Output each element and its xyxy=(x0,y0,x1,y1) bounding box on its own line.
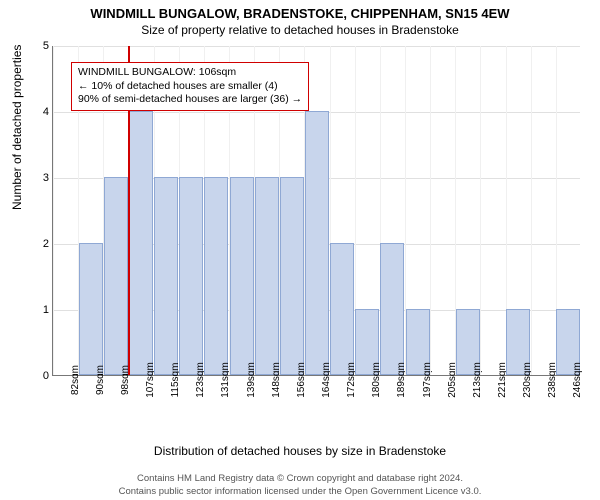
histogram-bar xyxy=(380,243,404,375)
footer-line-2: Contains public sector information licen… xyxy=(0,486,600,498)
page-subtitle: Size of property relative to detached ho… xyxy=(0,23,600,37)
histogram-bar xyxy=(330,243,354,375)
info-box: WINDMILL BUNGALOW: 106sqm ← 10% of detac… xyxy=(71,62,309,111)
y-tick-label: 2 xyxy=(31,238,49,250)
info-line-2: ← 10% of detached houses are smaller (4) xyxy=(78,80,302,94)
y-axis-label: Number of detached properties xyxy=(10,45,24,210)
histogram-bar xyxy=(305,111,329,375)
histogram-bar xyxy=(154,177,178,375)
gridline-h xyxy=(53,46,580,47)
histogram-bar xyxy=(129,111,153,375)
footer-line-1: Contains HM Land Registry data © Crown c… xyxy=(0,473,600,485)
x-axis-label: Distribution of detached houses by size … xyxy=(0,444,600,458)
gridline-v xyxy=(531,46,532,375)
gridline-v xyxy=(430,46,431,375)
histogram-bar xyxy=(204,177,228,375)
gridline-v xyxy=(53,46,54,375)
x-tick-label: 246sqm xyxy=(572,362,583,398)
header: WINDMILL BUNGALOW, BRADENSTOKE, CHIPPENH… xyxy=(0,0,600,37)
histogram-bar xyxy=(79,243,103,375)
histogram-bar xyxy=(280,177,304,375)
info-line-3: 90% of semi-detached houses are larger (… xyxy=(78,93,302,107)
y-tick-label: 5 xyxy=(31,40,49,52)
y-tick-label: 1 xyxy=(31,304,49,316)
histogram-bar xyxy=(255,177,279,375)
chart-area: 01234582sqm90sqm98sqm107sqm115sqm123sqm1… xyxy=(52,46,580,410)
y-tick-label: 0 xyxy=(31,370,49,382)
histogram-bar xyxy=(230,177,254,375)
histogram-bar xyxy=(179,177,203,375)
y-tick-label: 3 xyxy=(31,172,49,184)
plot-region: 01234582sqm90sqm98sqm107sqm115sqm123sqm1… xyxy=(52,46,580,376)
page-title: WINDMILL BUNGALOW, BRADENSTOKE, CHIPPENH… xyxy=(0,6,600,21)
info-line-1: WINDMILL BUNGALOW: 106sqm xyxy=(78,66,302,80)
y-tick-label: 4 xyxy=(31,106,49,118)
histogram-bar xyxy=(104,177,128,375)
footer: Contains HM Land Registry data © Crown c… xyxy=(0,473,600,498)
gridline-v xyxy=(480,46,481,375)
